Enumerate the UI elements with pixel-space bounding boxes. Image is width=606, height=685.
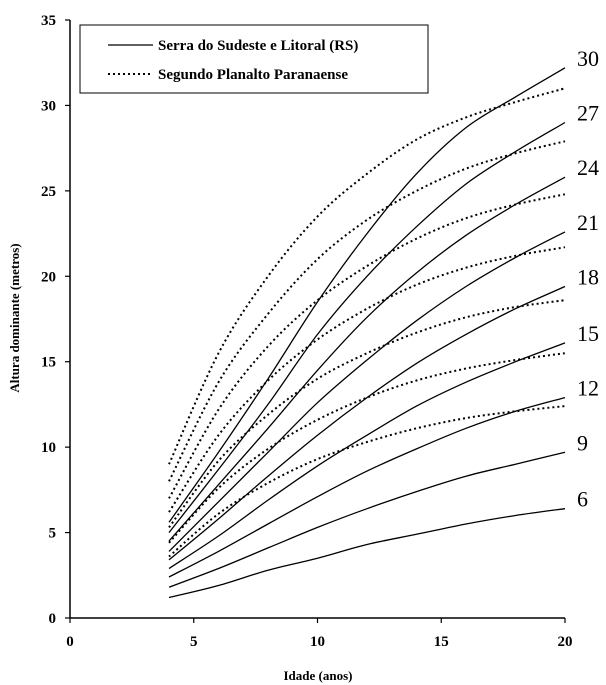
y-tick-label: 15 (41, 355, 56, 371)
serra-curve-12 (168, 396, 566, 578)
y-tick-label: 20 (41, 269, 56, 285)
serra-curve-9 (168, 451, 566, 588)
x-tick-label: 5 (190, 634, 198, 650)
legend: Serra do Sudeste e Litoral (RS) Segundo … (79, 24, 429, 94)
planalto-curve-27 (168, 140, 566, 482)
series-lines (168, 67, 566, 599)
x-tick-label: 0 (66, 634, 74, 650)
site-index-labels: 30 27 24 21 18 15 12 9 6 (577, 46, 599, 512)
serra-curve-15 (168, 342, 566, 570)
x-tick-label: 15 (434, 634, 449, 650)
planalto-curve-15 (168, 352, 566, 544)
y-tick-label: 10 (41, 440, 56, 456)
serra-curve-27 (168, 121, 566, 534)
serra-curve-30 (168, 67, 566, 523)
site-index-label: 24 (577, 155, 599, 180)
site-index-label: 30 (577, 46, 599, 71)
planalto-curve-24 (168, 193, 566, 499)
planalto-curve-30 (168, 87, 566, 465)
axis-ticks: 0 5 10 15 20 25 30 35 0 5 10 15 20 (41, 13, 573, 650)
y-tick-label: 5 (49, 526, 57, 542)
x-tick-label: 20 (558, 634, 573, 650)
legend-box (79, 24, 429, 94)
site-index-label: 12 (577, 376, 599, 401)
site-index-label: 6 (577, 487, 588, 512)
legend-label-serra: Serra do Sudeste e Litoral (RS) (158, 38, 358, 54)
serra-curve-6 (168, 508, 566, 599)
site-index-label: 15 (577, 321, 599, 346)
x-axis-title: Idade (anos) (284, 668, 353, 683)
legend-label-planalto: Segundo Planalto Paranaense (158, 67, 348, 83)
y-tick-label: 35 (41, 13, 56, 29)
y-tick-label: 0 (49, 611, 57, 627)
serra-curve-21 (168, 231, 566, 552)
y-tick-label: 30 (41, 98, 56, 114)
site-index-label: 18 (577, 265, 599, 290)
y-tick-label: 25 (41, 184, 56, 200)
site-index-label: 27 (577, 101, 599, 126)
serra-curve-24 (168, 176, 566, 542)
x-tick-label: 10 (310, 634, 325, 650)
serra-curve-18 (168, 285, 566, 561)
y-axis-title: Altura dominante (metros) (7, 243, 22, 392)
planalto-curve-12 (168, 405, 566, 558)
planalto-curve-18 (168, 299, 566, 528)
site-index-label: 21 (577, 210, 599, 235)
planalto-curve-21 (168, 246, 566, 513)
site-index-label: 9 (577, 430, 588, 455)
